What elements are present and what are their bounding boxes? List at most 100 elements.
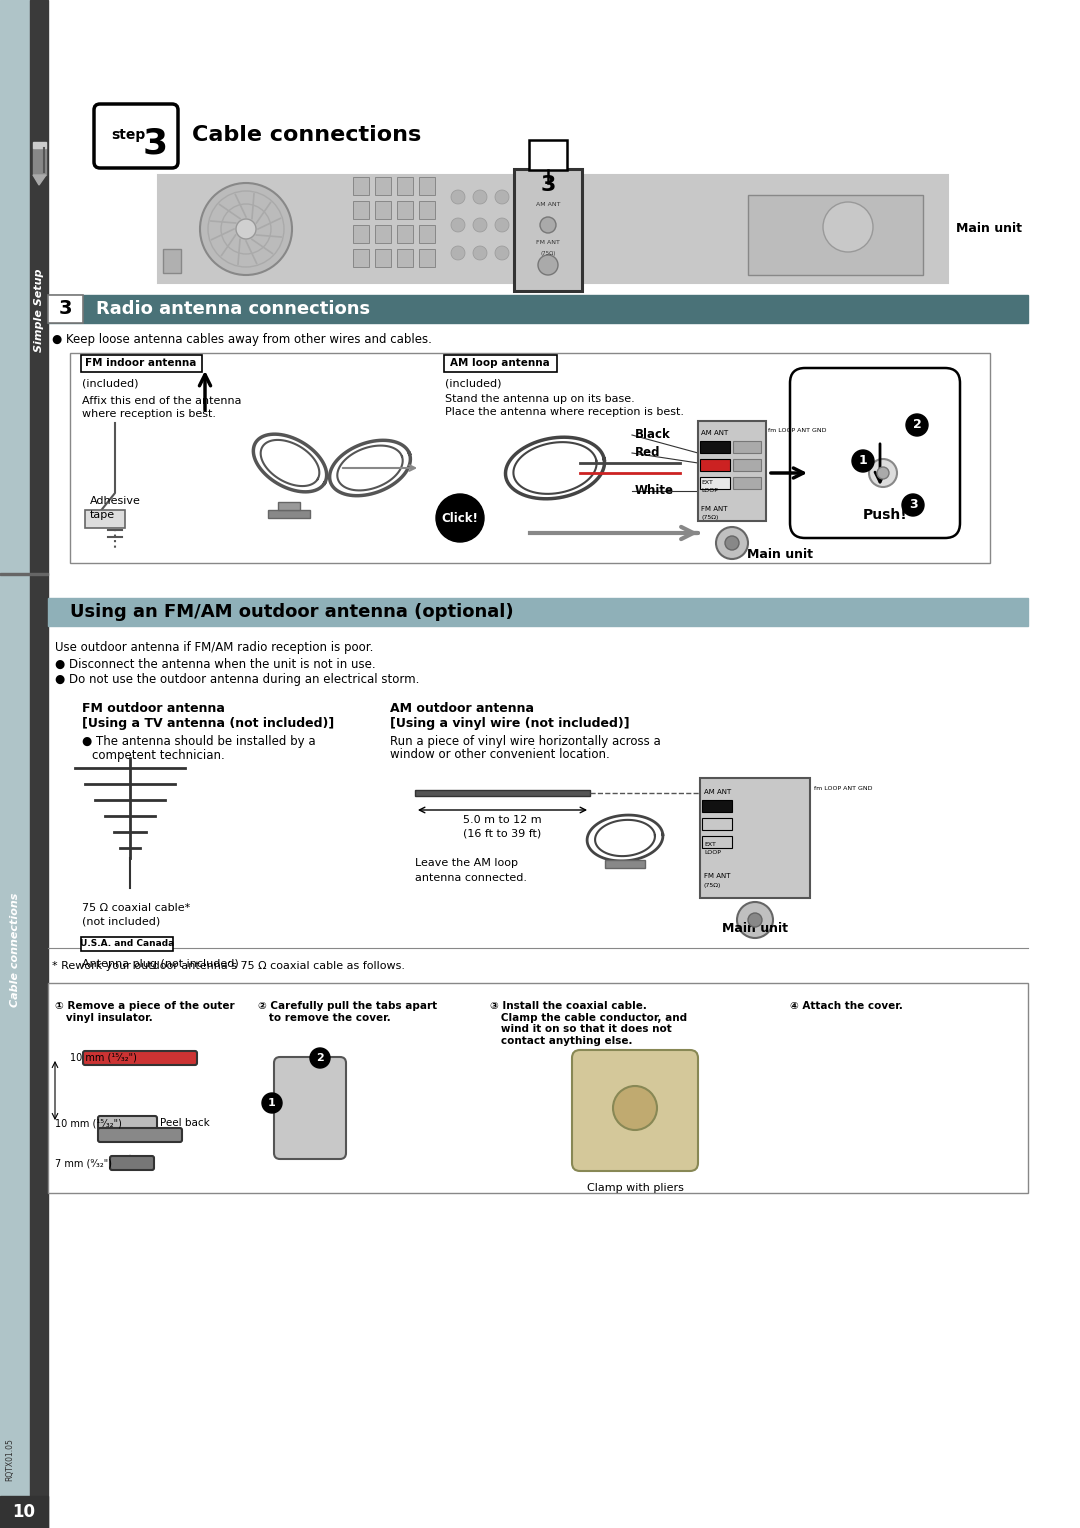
Circle shape (877, 468, 889, 478)
Text: Simple Setup: Simple Setup (33, 269, 44, 351)
Text: competent technician.: competent technician. (92, 749, 225, 761)
Bar (702, 836, 732, 848)
Text: AM ANT: AM ANT (536, 203, 561, 208)
Text: RQTX01.05: RQTX01.05 (5, 1438, 14, 1482)
Bar (0, 0, 30, 1528)
Circle shape (495, 189, 509, 205)
Bar (700, 477, 730, 489)
FancyBboxPatch shape (81, 937, 173, 950)
Bar (702, 817, 732, 830)
Text: ③ Install the coaxial cable.
   Clamp the cable conductor, and
   wind it on so : ③ Install the coaxial cable. Clamp the c… (490, 1001, 687, 1045)
Text: 75 Ω coaxial cable*: 75 Ω coaxial cable* (82, 903, 190, 914)
Circle shape (906, 414, 928, 435)
Text: (75Ω): (75Ω) (704, 883, 721, 888)
Text: 3: 3 (143, 125, 167, 160)
Text: Place the antenna where reception is best.: Place the antenna where reception is bes… (445, 406, 684, 417)
Bar (33, 142, 46, 148)
Bar (353, 177, 369, 196)
Text: Main unit: Main unit (723, 921, 788, 935)
Bar (158, 176, 948, 283)
Text: U.S.A. and Canada: U.S.A. and Canada (80, 940, 174, 949)
Text: 3: 3 (908, 498, 917, 512)
Bar (163, 249, 181, 274)
Text: 2: 2 (913, 419, 921, 431)
Bar (375, 225, 391, 243)
Text: Clamp with pliers: Clamp with pliers (586, 1183, 684, 1193)
Circle shape (823, 202, 873, 252)
Text: where reception is best.: where reception is best. (82, 410, 216, 419)
Text: tape: tape (90, 510, 116, 520)
Bar (375, 177, 391, 196)
Bar (353, 249, 369, 267)
Text: FM ANT: FM ANT (704, 872, 730, 879)
Polygon shape (33, 148, 46, 176)
Text: (not included): (not included) (82, 915, 160, 926)
Text: LOOP: LOOP (701, 489, 718, 494)
FancyBboxPatch shape (98, 1115, 157, 1131)
Circle shape (748, 914, 762, 927)
Bar (529, 141, 567, 170)
Polygon shape (33, 176, 46, 185)
Text: Stand the antenna up on its base.: Stand the antenna up on its base. (445, 394, 635, 403)
Bar (48, 295, 1028, 322)
Text: (75Ω): (75Ω) (540, 251, 556, 255)
Text: Peel back: Peel back (160, 1118, 210, 1128)
Text: 10: 10 (13, 1504, 36, 1520)
Bar (514, 170, 582, 290)
Circle shape (310, 1048, 330, 1068)
Text: Run a piece of vinyl wire horizontally across a: Run a piece of vinyl wire horizontally a… (390, 735, 661, 747)
Text: 10 mm (¹⁵⁄₃₂"): 10 mm (¹⁵⁄₃₂") (55, 1118, 122, 1128)
Circle shape (237, 219, 256, 238)
Circle shape (495, 219, 509, 232)
Circle shape (725, 536, 739, 550)
Circle shape (902, 494, 924, 516)
Circle shape (613, 1086, 657, 1131)
Circle shape (869, 458, 897, 487)
Text: ● The antenna should be installed by a: ● The antenna should be installed by a (82, 735, 315, 747)
Text: (75Ω): (75Ω) (701, 515, 718, 520)
Text: 5.0 m to 12 m: 5.0 m to 12 m (463, 814, 542, 825)
Circle shape (451, 189, 465, 205)
Bar (48, 983, 1028, 1193)
Bar (419, 202, 435, 219)
Text: [Using a vinyl wire (not included)]: [Using a vinyl wire (not included)] (390, 717, 630, 729)
Text: Red: Red (635, 446, 661, 460)
Text: Antenna plug (not included): Antenna plug (not included) (82, 960, 239, 969)
Text: AM outdoor antenna: AM outdoor antenna (390, 701, 534, 715)
Text: (included): (included) (445, 379, 501, 390)
Text: FM indoor antenna: FM indoor antenna (85, 358, 197, 368)
Circle shape (852, 451, 874, 472)
Circle shape (436, 494, 484, 542)
Text: antenna connected.: antenna connected. (415, 872, 527, 883)
Text: EXT: EXT (701, 480, 713, 486)
Bar (397, 202, 413, 219)
Bar (48, 295, 83, 322)
Text: 1: 1 (268, 1099, 275, 1108)
Text: AM ANT: AM ANT (701, 429, 728, 435)
Bar (85, 510, 125, 529)
Text: 1: 1 (859, 454, 867, 468)
Text: step: step (111, 128, 145, 142)
Text: Affix this end of the antenna: Affix this end of the antenna (82, 396, 242, 406)
Bar (353, 225, 369, 243)
Text: Push!: Push! (863, 507, 907, 523)
FancyBboxPatch shape (98, 1128, 183, 1141)
Bar (700, 442, 730, 452)
Circle shape (451, 246, 465, 260)
Text: FM ANT: FM ANT (701, 506, 728, 512)
Circle shape (473, 189, 487, 205)
Text: FM outdoor antenna: FM outdoor antenna (82, 701, 225, 715)
Bar (0, 1496, 48, 1528)
Text: 7 mm (⁹⁄₃₂"): 7 mm (⁹⁄₃₂") (55, 1158, 112, 1167)
Text: Using an FM/AM outdoor antenna (optional): Using an FM/AM outdoor antenna (optional… (70, 604, 514, 620)
Text: 10 mm (¹⁵⁄₃₂"): 10 mm (¹⁵⁄₃₂") (70, 1053, 137, 1063)
Text: * Rework your outdoor antenna’s 75 Ω coaxial cable as follows.: * Rework your outdoor antenna’s 75 Ω coa… (52, 961, 405, 970)
Bar (700, 458, 730, 471)
Circle shape (737, 902, 773, 938)
Circle shape (716, 527, 748, 559)
Bar (419, 177, 435, 196)
Circle shape (200, 183, 292, 275)
Text: Black: Black (635, 428, 671, 442)
Circle shape (495, 246, 509, 260)
Text: Main unit: Main unit (747, 549, 813, 561)
